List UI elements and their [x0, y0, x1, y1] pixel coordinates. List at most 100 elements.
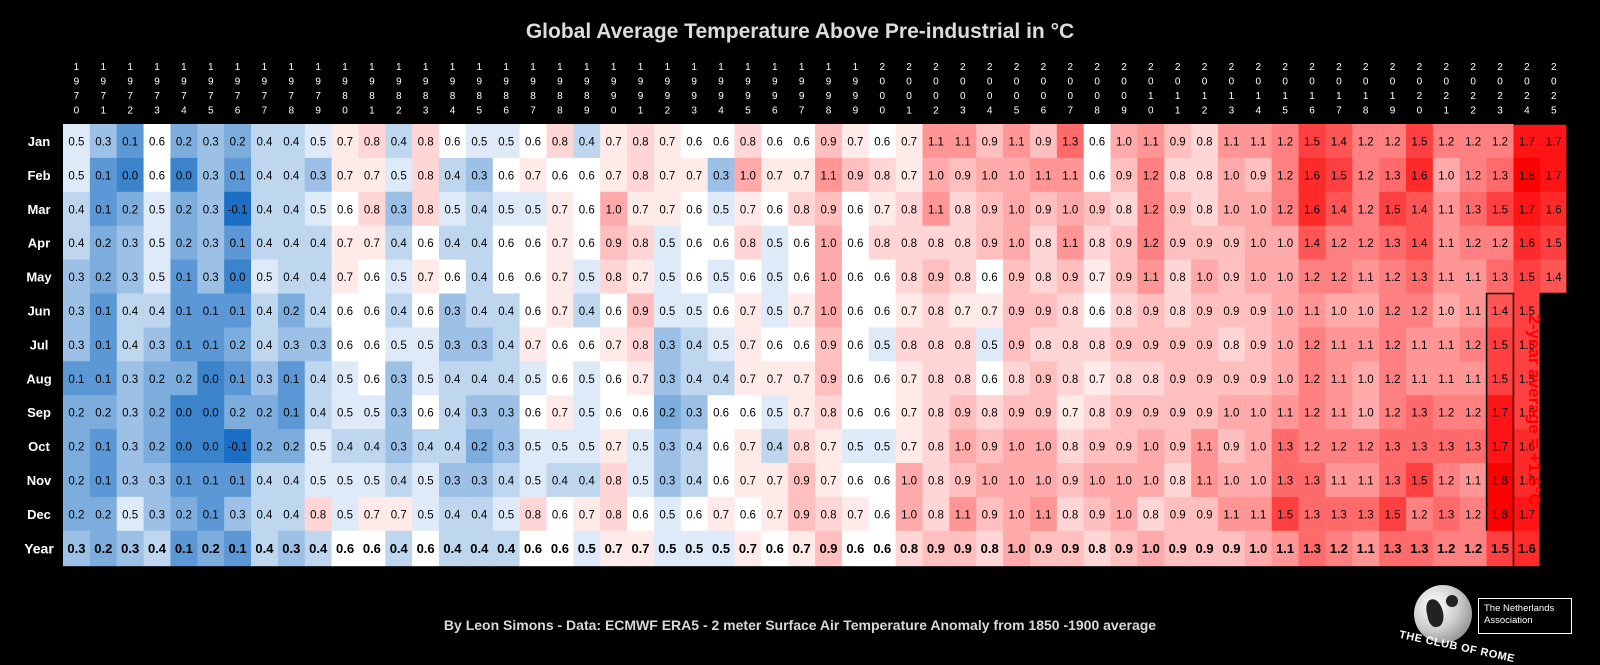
- heatmap-cell: [1217, 496, 1246, 532]
- cell-value: 0.5: [471, 136, 487, 148]
- heatmap-cell: [439, 191, 467, 227]
- cell-value: 0.6: [363, 541, 381, 556]
- cell-value: 0.5: [659, 509, 675, 521]
- cell-value: 0.6: [794, 238, 810, 250]
- heatmap-cell: [1164, 327, 1192, 362]
- cell-value: 0.8: [1197, 170, 1213, 182]
- heatmap-cell: [1029, 463, 1058, 498]
- cell-value: 1.3: [1304, 509, 1320, 521]
- cell-value: 0.5: [658, 541, 676, 556]
- cell-value: 1.1: [1465, 374, 1481, 386]
- heatmap-cell: [385, 259, 413, 294]
- heatmap-cell: [1244, 225, 1273, 260]
- year-label-digit: 0: [1470, 77, 1476, 88]
- heatmap-cell: [385, 124, 413, 159]
- heatmap-cell: [519, 496, 547, 532]
- heatmap-cell: [922, 191, 950, 227]
- year-label-digit: 0: [906, 77, 912, 88]
- heatmap-cell: [546, 463, 574, 498]
- year-label-digit: 0: [933, 77, 939, 88]
- heatmap-cell: [841, 496, 870, 532]
- cell-value: 0.6: [713, 238, 729, 250]
- cell-value: 1.0: [1277, 306, 1293, 318]
- cell-value: 1.2: [1464, 541, 1482, 556]
- heatmap-cell: [1379, 361, 1407, 396]
- cell-value: 0.4: [256, 509, 273, 521]
- cell-value: 1.7: [1519, 204, 1535, 216]
- cell-value: 1.1: [1331, 374, 1347, 386]
- year-label-digit: 1: [638, 62, 644, 73]
- heatmap-cell: [1003, 191, 1031, 227]
- cell-value: 0.9: [1116, 238, 1132, 250]
- cell-value: 0.3: [659, 442, 675, 454]
- heatmap-cell: [680, 124, 709, 159]
- cell-value: 0.6: [606, 374, 622, 386]
- year-label-digit: 2: [1497, 62, 1503, 73]
- heatmap-cell: [331, 191, 359, 227]
- cell-value: 0.8: [364, 136, 380, 148]
- year-label-digit: 2: [1470, 106, 1476, 117]
- heatmap-cell: [116, 259, 144, 294]
- heatmap-cell: [1379, 259, 1407, 294]
- cell-value: 0.6: [794, 272, 810, 284]
- cell-value: 0.6: [874, 306, 890, 318]
- cell-value: 1.2: [1492, 238, 1508, 250]
- heatmap-cell: [707, 463, 735, 498]
- cell-value: 0.5: [685, 541, 703, 556]
- heatmap-cell: [976, 225, 1004, 260]
- heatmap-cell: [600, 124, 628, 159]
- cell-value: 0.8: [1197, 136, 1213, 148]
- heatmap-cell: [734, 124, 762, 159]
- cell-value: 0.9: [1250, 374, 1266, 386]
- year-label-digit: 0: [1094, 77, 1100, 88]
- heatmap-cell: [519, 361, 547, 396]
- heatmap-cell: [492, 191, 521, 227]
- cell-value: 1.1: [1035, 170, 1051, 182]
- heatmap-cell: [439, 124, 467, 159]
- heatmap-cell: [412, 259, 440, 294]
- cell-value: 1.6: [1519, 238, 1535, 250]
- cell-value: 0.5: [337, 475, 353, 487]
- heatmap-cell: [439, 293, 467, 328]
- year-label-digit: 5: [477, 106, 483, 117]
- cell-value: 1.0: [1277, 238, 1293, 250]
- heatmap-cell: [1432, 463, 1461, 498]
- cell-value: 0.8: [928, 306, 944, 318]
- heatmap-cell: [653, 463, 682, 498]
- cell-value: 0.9: [1197, 408, 1213, 420]
- cell-value: 0.6: [552, 170, 568, 182]
- heatmap-cell: [949, 496, 977, 532]
- heatmap-cell: [653, 157, 682, 193]
- heatmap-cell: [895, 429, 923, 464]
- heatmap-cell: [492, 293, 521, 328]
- cell-value: 0.2: [149, 374, 165, 386]
- heatmap-cell: [385, 191, 413, 227]
- heatmap-cell: [600, 225, 628, 260]
- cell-value: 0.8: [1062, 340, 1078, 352]
- year-label-digit: 4: [181, 106, 187, 117]
- heatmap-cell: [412, 429, 440, 464]
- year-label-digit: 1: [181, 62, 187, 73]
- heatmap-cell: [976, 191, 1004, 227]
- cell-value: 1.3: [1385, 442, 1401, 454]
- heatmap-cell: [922, 124, 950, 159]
- cell-value: 0.5: [659, 272, 675, 284]
- heatmap-cell: [949, 157, 977, 193]
- cell-value: 1.5: [1519, 408, 1535, 420]
- cell-value: 0.4: [310, 408, 327, 420]
- cell-value: 1.2: [1465, 136, 1481, 148]
- year-label-digit: 1: [1309, 91, 1315, 102]
- heatmap-cell: [895, 361, 923, 396]
- heatmap-cell: [1325, 259, 1353, 294]
- row-label: Feb: [27, 168, 50, 183]
- heatmap-cell: [546, 259, 574, 294]
- heatmap-cell: [653, 259, 682, 294]
- heatmap-cell: [1271, 496, 1299, 532]
- cell-value: 1.0: [1035, 442, 1051, 454]
- heatmap-cell: [197, 157, 225, 193]
- heatmap-cell: [1513, 157, 1541, 193]
- cell-value: 0.9: [1196, 541, 1214, 556]
- heatmap-cell: [1325, 395, 1353, 430]
- heatmap-cell: [627, 496, 655, 532]
- cell-value: 0.5: [686, 306, 702, 318]
